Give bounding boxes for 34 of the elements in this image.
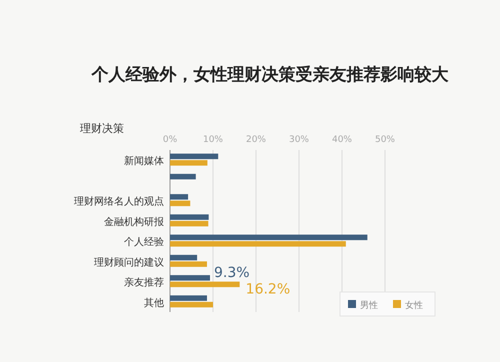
bar: [170, 200, 190, 206]
data-label: 16.2%: [246, 282, 290, 298]
legend-label: 男性: [360, 300, 378, 311]
y-tick-label: 金融机构研报: [104, 216, 164, 228]
bar: [170, 220, 208, 226]
bar: [170, 275, 210, 281]
x-tick-label: 20%: [246, 135, 266, 145]
y-axis-title: 理财决策: [80, 122, 124, 135]
chart-title: 个人经验外，女性理财决策受亲友推荐影响较大: [90, 65, 450, 85]
bar: [170, 241, 346, 247]
bar: [170, 194, 188, 200]
bar: [170, 234, 368, 240]
x-tick-label: 40%: [332, 135, 352, 145]
bar: [170, 302, 213, 308]
bar: [170, 254, 198, 260]
legend-label: 女性: [405, 300, 423, 311]
bar: [170, 214, 209, 220]
y-tick-label: 个人经验: [124, 236, 164, 248]
y-tick-label: 理财顾问的建议: [94, 256, 164, 268]
bar: [170, 282, 240, 288]
x-tick-label: 50%: [374, 135, 396, 145]
y-tick-label: 新闻媒体: [124, 155, 164, 168]
bar: [170, 261, 207, 267]
y-tick-label: 亲友推荐: [124, 276, 164, 289]
x-tick-label: 0%: [162, 135, 178, 145]
bar: [170, 295, 207, 301]
data-label: 9.3%: [214, 265, 250, 282]
y-tick-label: 理财网络名人的观点: [74, 196, 164, 208]
bar: [170, 174, 196, 180]
bar: [170, 160, 208, 166]
bar: [170, 154, 218, 160]
x-tick-label: 30%: [288, 135, 310, 145]
x-tick-label: 10%: [202, 135, 224, 145]
y-tick-label: 其他: [144, 296, 164, 309]
